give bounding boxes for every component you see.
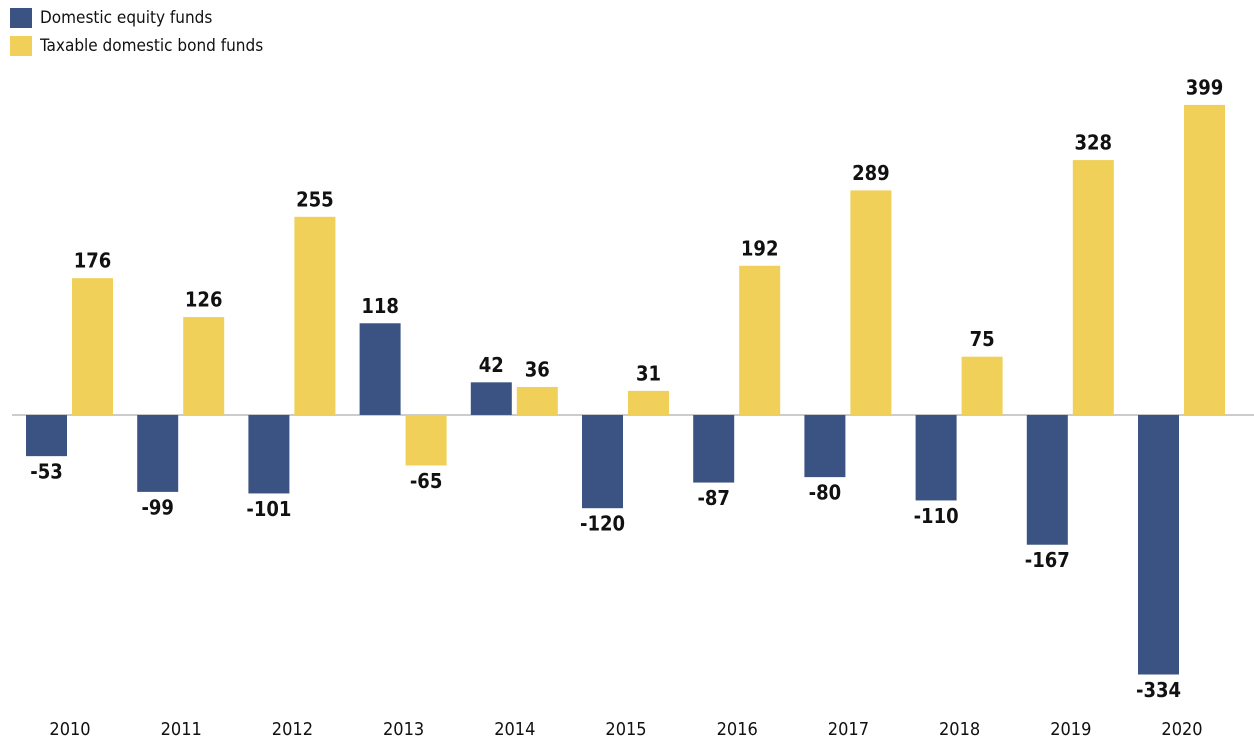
legend-label: Domestic equity funds xyxy=(40,8,212,28)
x-tick-label: 2020 xyxy=(1161,719,1202,740)
x-tick-label: 2012 xyxy=(272,719,313,740)
bar xyxy=(804,414,846,478)
x-tick-label: 2013 xyxy=(383,719,424,740)
data-label: -120 xyxy=(580,512,625,536)
bar xyxy=(405,414,447,466)
bar xyxy=(739,265,781,415)
data-label: -110 xyxy=(914,504,959,528)
data-label: -53 xyxy=(30,460,63,484)
data-label: 31 xyxy=(636,361,661,385)
data-label: 192 xyxy=(741,236,779,260)
x-tick-label: 2016 xyxy=(717,719,758,740)
data-label: 42 xyxy=(479,353,504,377)
data-label: 36 xyxy=(525,357,550,381)
data-label: 399 xyxy=(1186,75,1224,99)
data-label: 176 xyxy=(74,249,112,273)
bar xyxy=(294,216,336,415)
x-tick-label: 2010 xyxy=(49,719,90,740)
data-label: -101 xyxy=(246,497,291,521)
bar xyxy=(26,414,67,457)
data-label: 255 xyxy=(296,187,334,211)
data-label: -99 xyxy=(141,495,174,519)
x-tick-label: 2018 xyxy=(939,719,980,740)
x-tick-label: 2019 xyxy=(1050,719,1091,740)
bar xyxy=(1072,160,1114,415)
x-tick-label: 2011 xyxy=(161,719,202,740)
data-label: 289 xyxy=(852,161,890,185)
bar xyxy=(1026,414,1068,545)
data-label: -65 xyxy=(410,469,443,493)
data-label: 328 xyxy=(1075,131,1113,155)
bar xyxy=(137,414,179,492)
bar xyxy=(628,390,669,415)
bar xyxy=(470,382,512,415)
bar xyxy=(516,386,558,415)
data-label: -80 xyxy=(809,481,842,505)
bar xyxy=(359,323,401,415)
legend-swatch xyxy=(10,8,32,28)
x-tick-label: 2017 xyxy=(828,719,869,740)
data-label: 118 xyxy=(361,294,399,318)
x-tick-label: 2014 xyxy=(494,719,535,740)
bar xyxy=(248,414,290,494)
data-label: -334 xyxy=(1136,678,1181,702)
bar xyxy=(693,414,735,483)
data-label: 75 xyxy=(970,327,995,351)
bar xyxy=(915,414,957,501)
bar xyxy=(1184,104,1225,415)
bar xyxy=(183,317,225,415)
data-label: 126 xyxy=(185,288,223,312)
bar xyxy=(961,356,1003,415)
bar xyxy=(850,190,892,415)
legend-label: Taxable domestic bond funds xyxy=(39,36,263,56)
bar xyxy=(72,278,113,415)
bar xyxy=(582,414,623,509)
legend-swatch xyxy=(10,36,32,56)
bar xyxy=(1138,414,1179,675)
x-tick-label: 2015 xyxy=(605,719,646,740)
data-label: -87 xyxy=(697,486,730,510)
data-label: -167 xyxy=(1025,548,1070,572)
